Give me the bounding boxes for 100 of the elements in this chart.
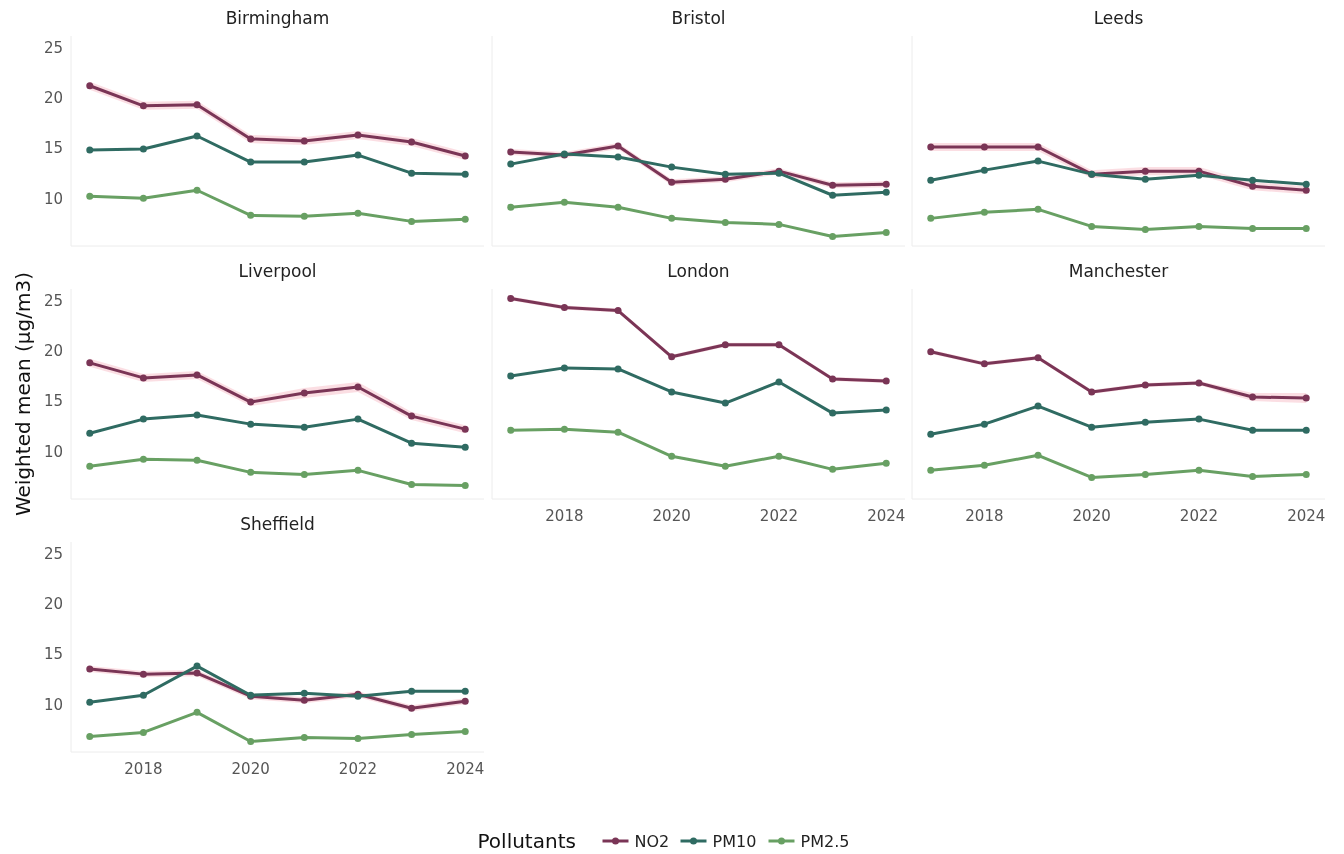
point xyxy=(300,470,308,478)
point xyxy=(247,398,255,406)
point xyxy=(139,691,147,699)
point xyxy=(193,662,201,670)
point xyxy=(86,462,94,470)
point xyxy=(247,135,255,143)
point xyxy=(668,452,676,460)
point xyxy=(1088,388,1096,396)
y-tick-label: 25 xyxy=(43,38,63,57)
x-tick-label: 2022 xyxy=(759,507,799,525)
x-tick-label: 2022 xyxy=(1179,507,1219,525)
point xyxy=(980,461,988,469)
point xyxy=(86,82,94,90)
point xyxy=(668,163,676,171)
point xyxy=(461,170,469,178)
point xyxy=(408,687,416,695)
point xyxy=(408,169,416,177)
x-tick-label: 2022 xyxy=(338,760,378,778)
point xyxy=(354,131,362,139)
point xyxy=(560,425,568,433)
x-tick-label: 2018 xyxy=(545,507,584,525)
point xyxy=(927,466,935,474)
y-tick-label: 20 xyxy=(43,89,63,108)
point xyxy=(980,208,988,216)
chart-title: Birmingham xyxy=(225,8,330,28)
point xyxy=(461,727,469,735)
point xyxy=(1249,182,1257,190)
point xyxy=(882,406,890,414)
point xyxy=(1034,354,1042,362)
point xyxy=(461,697,469,705)
point xyxy=(1141,175,1149,183)
point xyxy=(408,704,416,712)
point xyxy=(1034,205,1042,213)
point xyxy=(1034,157,1042,165)
chart-title: London xyxy=(667,261,730,281)
point xyxy=(668,178,676,186)
point xyxy=(86,146,94,154)
point xyxy=(829,465,837,473)
point xyxy=(614,307,622,315)
point xyxy=(247,737,255,745)
point xyxy=(300,137,308,145)
point xyxy=(614,428,622,436)
point xyxy=(1302,470,1310,478)
point xyxy=(507,148,515,156)
point xyxy=(193,669,201,677)
y-tick-label: 20 xyxy=(43,595,63,614)
point xyxy=(461,425,469,433)
point xyxy=(139,145,147,153)
chart-title: Sheffield xyxy=(240,514,315,534)
point xyxy=(247,158,255,166)
y-tick-label: 15 xyxy=(43,139,63,158)
point xyxy=(300,689,308,697)
point xyxy=(1195,171,1203,179)
point xyxy=(560,364,568,372)
point xyxy=(1302,394,1310,402)
x-tick-label: 2020 xyxy=(231,760,270,778)
point xyxy=(193,371,201,379)
point xyxy=(86,192,94,200)
x-tick-label: 2024 xyxy=(867,507,906,525)
point xyxy=(300,733,308,741)
point xyxy=(775,220,783,228)
point xyxy=(1249,224,1257,232)
point xyxy=(139,194,147,202)
point xyxy=(86,732,94,740)
point xyxy=(507,295,515,303)
point xyxy=(461,152,469,160)
point xyxy=(668,353,676,361)
point xyxy=(614,203,622,211)
y-tick-label: 15 xyxy=(43,645,63,664)
point xyxy=(829,181,837,189)
point xyxy=(1302,224,1310,232)
y-tick-label: 15 xyxy=(43,392,63,411)
point xyxy=(882,228,890,236)
point xyxy=(300,158,308,166)
legend-label: PM10 xyxy=(712,831,757,851)
point xyxy=(668,388,676,396)
point xyxy=(882,188,890,196)
point xyxy=(882,459,890,467)
point xyxy=(139,455,147,463)
point xyxy=(193,101,201,109)
legend-title: Pollutants xyxy=(477,829,576,853)
point xyxy=(1034,402,1042,410)
point xyxy=(139,670,147,678)
point xyxy=(507,426,515,434)
y-tick-label: 20 xyxy=(43,342,63,361)
point xyxy=(927,348,935,356)
point xyxy=(927,430,935,438)
point xyxy=(193,411,201,419)
point xyxy=(1302,186,1310,194)
point xyxy=(461,481,469,489)
point xyxy=(721,170,729,178)
chart-title: Liverpool xyxy=(238,261,317,281)
point xyxy=(461,215,469,223)
point xyxy=(829,232,837,240)
point xyxy=(1195,222,1203,230)
point xyxy=(1249,393,1257,401)
point xyxy=(614,153,622,161)
point xyxy=(139,102,147,110)
point xyxy=(86,359,94,367)
point xyxy=(1249,472,1257,480)
